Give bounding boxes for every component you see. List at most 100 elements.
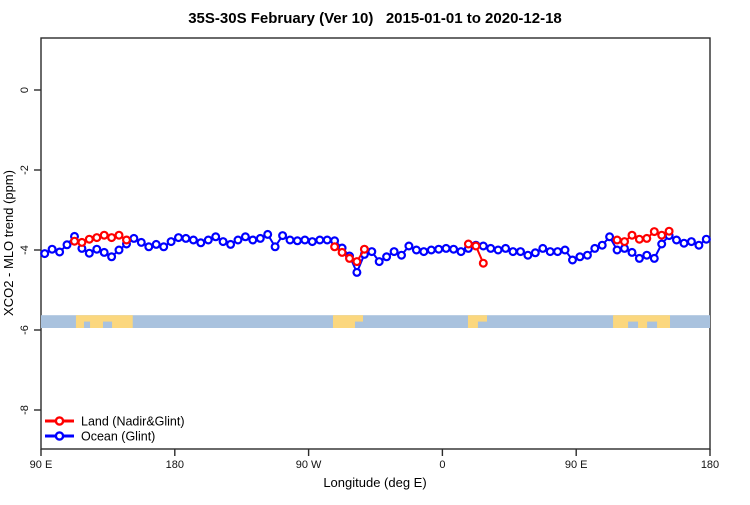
legend-label: Land (Nadir&Glint)	[81, 415, 185, 429]
data-point	[84, 248, 94, 258]
data-point	[463, 239, 473, 249]
data-point	[47, 244, 57, 254]
data-point	[322, 235, 332, 245]
x-tick-label: 90 E	[30, 459, 53, 471]
data-point	[55, 247, 65, 257]
data-point	[233, 235, 243, 245]
data-point	[99, 247, 109, 257]
data-point	[107, 252, 117, 262]
strip-land-segment	[613, 315, 671, 328]
x-tick-label: 90 W	[296, 459, 322, 471]
data-point	[515, 247, 525, 257]
data-point	[523, 250, 533, 260]
data-point	[478, 258, 488, 268]
x-tick-label: 180	[701, 459, 719, 471]
legend-label: Ocean (Glint)	[81, 430, 155, 444]
x-tick-label: 90 E	[565, 459, 588, 471]
chart-title: 35S-30S February (Ver 10) 2015-01-01 to …	[188, 10, 562, 27]
data-point	[174, 233, 184, 243]
data-point	[478, 241, 488, 251]
data-series	[40, 226, 711, 277]
data-point	[419, 247, 429, 257]
strip-ocean	[41, 315, 710, 328]
data-point	[612, 235, 622, 245]
data-point	[196, 238, 206, 248]
data-point	[411, 245, 421, 255]
data-point	[530, 248, 540, 258]
data-point	[538, 243, 548, 253]
data-point	[701, 234, 711, 244]
data-point	[307, 237, 317, 247]
data-point	[486, 243, 496, 253]
data-point	[426, 245, 436, 255]
data-point	[627, 247, 637, 257]
data-point	[679, 238, 689, 248]
data-point	[634, 253, 644, 263]
data-point	[686, 237, 696, 247]
data-point	[382, 252, 392, 262]
strip-ocean-notch	[102, 321, 113, 328]
data-point	[151, 239, 161, 249]
data-point	[493, 245, 503, 255]
data-point	[181, 233, 191, 243]
y-tick-label: -8	[19, 405, 31, 415]
data-point	[627, 230, 637, 240]
data-point	[144, 242, 154, 252]
strip-ocean-notch	[647, 321, 658, 328]
y-tick-label: -4	[19, 245, 31, 255]
data-point	[99, 230, 109, 240]
strip-ocean-notch	[477, 321, 487, 328]
data-point	[188, 235, 198, 245]
y-axis-ticks: 0 -2 -4 -6 -8	[19, 87, 41, 415]
data-point	[62, 240, 72, 250]
data-point	[292, 236, 302, 246]
legend-marker	[54, 431, 65, 441]
legend: Land (Nadir&Glint)Ocean (Glint)	[45, 415, 185, 444]
data-point	[649, 253, 659, 263]
data-point	[642, 250, 652, 260]
y-tick-label: -6	[19, 325, 31, 335]
data-point	[664, 226, 674, 236]
data-point	[114, 230, 124, 240]
data-point	[545, 247, 555, 257]
data-point	[352, 267, 362, 277]
data-point	[240, 232, 250, 242]
data-point	[619, 237, 629, 247]
data-point	[92, 244, 102, 254]
strip-ocean-notch	[628, 321, 639, 328]
data-point	[597, 240, 607, 250]
legend-marker	[54, 416, 65, 426]
data-point	[605, 232, 615, 242]
data-point	[657, 230, 667, 240]
data-point	[337, 247, 347, 257]
data-point	[40, 249, 50, 259]
data-point	[501, 243, 511, 253]
data-point	[553, 247, 563, 257]
land-ocean-strip	[41, 315, 710, 328]
data-point	[129, 233, 139, 243]
data-point	[612, 245, 622, 255]
data-point	[84, 234, 94, 244]
data-point	[389, 247, 399, 257]
data-point	[330, 242, 340, 252]
x-axis-ticks: 90 E 180 90 W 0 90 E 180	[30, 449, 719, 471]
y-tick-label: -2	[19, 165, 31, 175]
data-point	[671, 235, 681, 245]
data-point	[278, 231, 288, 241]
data-point	[352, 257, 362, 267]
data-point	[456, 247, 466, 257]
y-tick-label: 0	[19, 87, 31, 93]
data-point	[471, 241, 481, 251]
data-point	[121, 235, 131, 245]
y-axis-label: XCO2 - MLO trend (ppm)	[1, 170, 16, 316]
data-point	[397, 250, 407, 260]
data-point	[657, 239, 667, 249]
data-point	[449, 244, 459, 254]
strip-ocean-notch	[83, 321, 91, 328]
data-point	[92, 233, 102, 243]
data-point	[77, 237, 87, 247]
data-point	[211, 232, 221, 242]
data-point	[159, 242, 169, 252]
data-point	[560, 245, 570, 255]
